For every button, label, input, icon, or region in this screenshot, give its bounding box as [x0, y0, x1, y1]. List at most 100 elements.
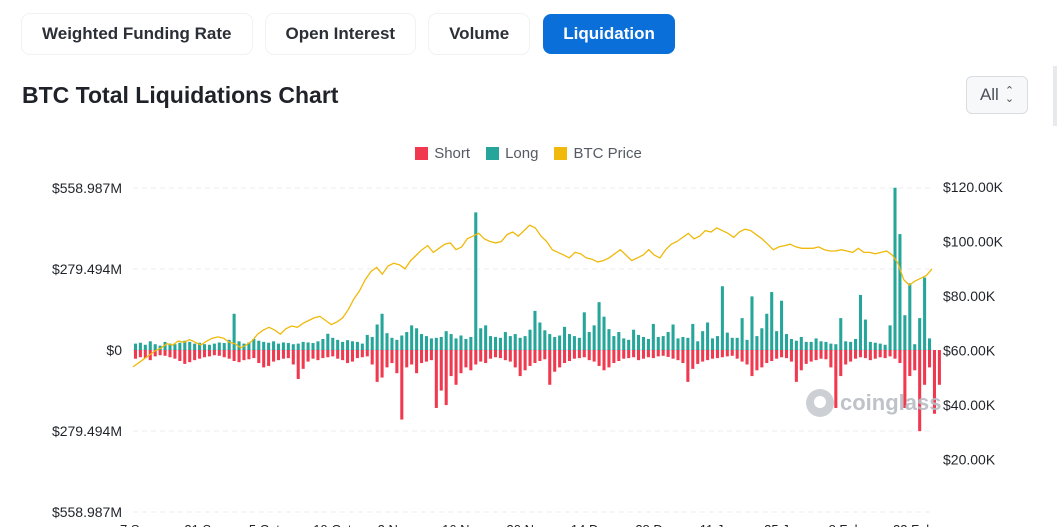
short-bar — [686, 350, 690, 382]
legend-label-short: Short — [434, 145, 471, 162]
long-bar — [365, 334, 369, 350]
coinglass-logo-icon — [806, 389, 834, 417]
short-bar — [676, 350, 680, 361]
long-bar — [863, 319, 867, 350]
short-bar — [484, 350, 488, 364]
short-bar — [296, 350, 300, 379]
short-bar — [336, 350, 340, 359]
long-bar — [533, 310, 537, 350]
scrollbar-edge — [1053, 66, 1057, 126]
long-bar — [212, 343, 216, 350]
short-bar — [518, 350, 522, 377]
long-bar — [489, 336, 493, 350]
short-bar — [281, 350, 285, 359]
short-bar — [691, 350, 695, 369]
long-bar — [607, 329, 611, 350]
short-bar — [207, 350, 211, 357]
y-right-tick-label: $100.00K — [943, 234, 1004, 250]
long-bar — [341, 341, 345, 350]
short-bar — [410, 350, 414, 365]
x-tick-label: 7 Sep — [120, 522, 154, 527]
long-bar — [528, 329, 532, 350]
short-bar — [301, 350, 305, 369]
short-bar — [533, 350, 537, 364]
long-bar — [173, 344, 177, 350]
short-bar — [311, 350, 315, 359]
y-right-tick-label: $80.00K — [943, 288, 996, 304]
tab-bar: Weighted Funding Rate Open Interest Volu… — [22, 14, 675, 54]
short-bar — [153, 350, 157, 357]
short-bar — [780, 350, 784, 358]
short-bar — [548, 350, 552, 385]
short-bar — [745, 350, 749, 365]
long-bar — [637, 334, 641, 350]
short-bar — [725, 350, 729, 357]
short-bar — [617, 350, 621, 362]
short-bar — [627, 350, 631, 359]
tab-weighted-funding-rate[interactable]: Weighted Funding Rate — [22, 14, 252, 54]
short-bar — [794, 350, 798, 382]
short-bar — [883, 350, 887, 359]
short-bar — [908, 350, 912, 377]
long-bar — [493, 336, 498, 350]
long-bar — [710, 338, 715, 350]
short-bar — [834, 350, 838, 408]
legend-item-price[interactable]: BTC Price — [554, 145, 642, 162]
long-bar — [928, 338, 932, 350]
long-bar — [538, 322, 542, 350]
long-bar — [671, 324, 675, 350]
x-tick-label: 11 Jan — [700, 522, 738, 527]
short-bar — [710, 350, 715, 359]
long-bar — [918, 318, 922, 350]
short-bar — [198, 350, 202, 359]
long-bar — [908, 283, 912, 350]
long-bar — [553, 336, 557, 350]
short-bar — [237, 350, 241, 363]
long-bar — [597, 302, 601, 350]
short-bar — [439, 350, 443, 391]
long-bar — [380, 313, 384, 350]
long-bar — [794, 340, 798, 350]
short-bar — [163, 350, 167, 356]
short-bar — [696, 350, 700, 364]
legend-item-long[interactable]: Long — [486, 145, 538, 162]
long-bar — [163, 341, 167, 350]
long-bar — [518, 337, 522, 350]
short-bar — [937, 350, 941, 385]
long-bar — [168, 343, 172, 350]
short-bar — [622, 350, 626, 359]
long-bar — [498, 337, 502, 350]
short-bar — [607, 350, 611, 368]
legend-item-short[interactable]: Short — [415, 145, 470, 162]
short-bar — [784, 350, 789, 359]
long-bar — [646, 338, 650, 350]
long-bar — [355, 341, 359, 350]
x-tick-label: 14 Dec — [571, 522, 613, 527]
tab-open-interest[interactable]: Open Interest — [265, 14, 416, 54]
x-tick-label: 19 Oct — [313, 522, 352, 527]
tab-volume[interactable]: Volume — [429, 14, 530, 54]
long-bar — [824, 341, 828, 350]
long-bar — [612, 336, 616, 350]
long-bar — [622, 338, 626, 350]
long-bar — [765, 313, 769, 350]
long-bar — [814, 338, 818, 350]
short-bar — [814, 350, 818, 361]
short-bar — [563, 350, 567, 364]
long-bar — [484, 325, 488, 350]
short-bar — [173, 350, 177, 359]
long-bar — [661, 336, 665, 350]
range-select[interactable]: All ⌃ ⌄ — [966, 76, 1028, 114]
long-bar — [454, 338, 458, 350]
short-bar — [829, 350, 833, 368]
short-bar — [641, 350, 645, 359]
long-bar — [706, 322, 710, 350]
x-tick-label: 2 Nov — [378, 522, 412, 527]
long-bar — [720, 286, 724, 350]
long-bar — [632, 329, 636, 350]
short-bar — [602, 350, 606, 371]
tab-liquidation[interactable]: Liquidation — [543, 14, 675, 54]
short-bar — [350, 350, 355, 362]
short-bar — [341, 350, 345, 361]
long-bar — [898, 234, 902, 350]
